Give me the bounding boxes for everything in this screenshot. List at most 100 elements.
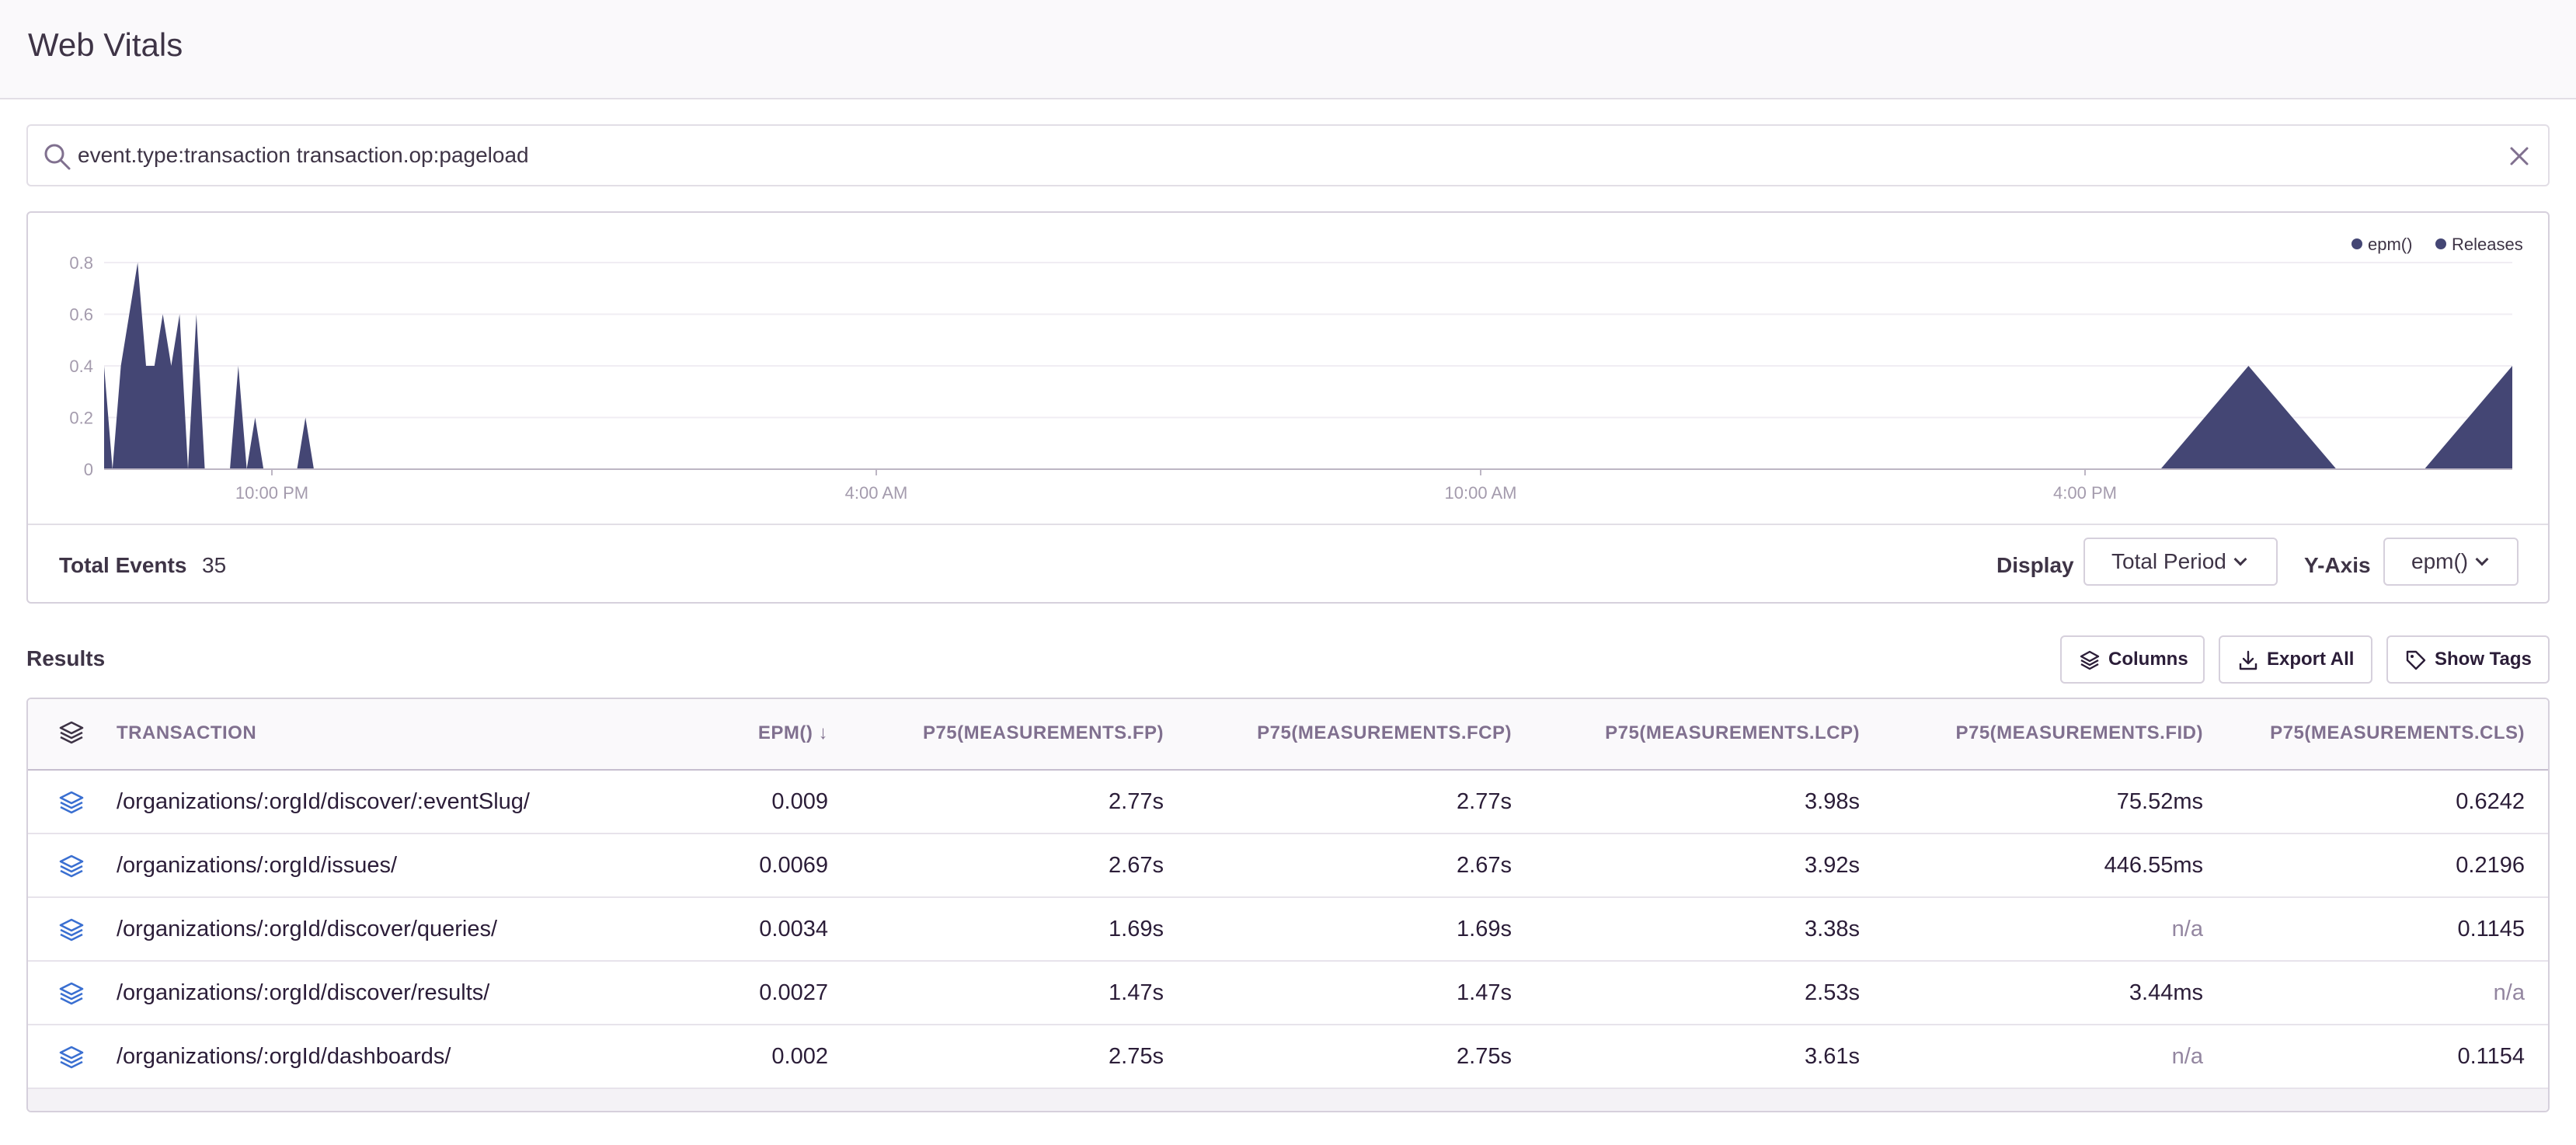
layers-icon [2080,650,2100,670]
table-row: /organizations/:orgId/discover/results/0… [28,962,2548,1025]
column-header-lcp[interactable]: P75(MEASUREMENTS.LCP) [1605,722,1860,743]
y-tick-label: 0 [84,460,93,479]
x-tick-label: 10:00 PM [235,483,308,503]
chevron-down-icon [2233,552,2247,566]
y-tick-label: 0.4 [69,357,93,376]
tag-icon [2406,650,2426,670]
cell-fcp: 2.77s [1457,789,1512,814]
show-tags-button[interactable]: Show Tags [2386,635,2550,684]
cell-transaction[interactable]: /organizations/:orgId/discover/results/ [117,980,490,1005]
layers-icon[interactable] [57,980,85,1008]
cell-fp: 2.75s [1109,1044,1164,1069]
y-tick-label: 0.8 [69,253,93,273]
cell-cls: n/a [2493,980,2525,1005]
table-footer [28,1089,2548,1111]
cell-fid: 446.55ms [2104,853,2203,878]
cell-epm: 0.0069 [759,853,828,878]
export-all-button[interactable]: Export All [2219,635,2372,684]
cell-lcp: 3.61s [1805,1044,1860,1069]
cell-transaction[interactable]: /organizations/:orgId/discover/queries/ [117,917,498,941]
cell-cls: 0.2196 [2456,853,2525,878]
cell-lcp: 3.38s [1805,917,1860,941]
cell-lcp: 3.98s [1805,789,1860,814]
cell-fid: 3.44ms [2129,980,2203,1005]
table-header: TRANSACTION EPM() ↓ P75(MEASUREMENTS.FP)… [28,699,2548,771]
cell-fp: 1.69s [1109,917,1164,941]
cell-fcp: 1.69s [1457,917,1512,941]
yaxis-label: Y-Axis [2304,553,2371,577]
x-tick-label: 4:00 PM [2053,483,2117,503]
column-header-fp[interactable]: P75(MEASUREMENTS.FP) [922,722,1164,743]
total-events-value: 35 [202,553,227,577]
column-header-fcp[interactable]: P75(MEASUREMENTS.FCP) [1257,722,1512,743]
display-value: Total Period [2111,549,2226,573]
cell-epm: 0.009 [771,789,828,814]
epm-area [104,263,2512,469]
columns-button[interactable]: Columns [2060,635,2205,684]
column-header-cls[interactable]: P75(MEASUREMENTS.CLS) [2270,722,2525,743]
search-input[interactable]: event.type:transaction transaction.op:pa… [78,143,529,167]
cell-cls: 0.6242 [2456,789,2525,814]
chart-footer: Total Events 35 Display Total Period Y-A… [28,524,2548,604]
y-tick-label: 0.2 [69,409,93,428]
close-icon[interactable] [2505,141,2534,171]
cell-transaction[interactable]: /organizations/:orgId/dashboards/ [117,1044,451,1069]
table-row: /organizations/:orgId/discover/:eventSlu… [28,771,2548,834]
cell-fcp: 1.47s [1457,980,1512,1005]
cell-lcp: 2.53s [1805,980,1860,1005]
epm-chart: 0.8 0.6 0.4 0.2 0 10:00 PM 4:00 AM 10:00 AM 4:0… [69,235,2523,503]
page-title: Web Vitals [28,26,183,63]
legend-releases: Releases [2452,235,2523,254]
cell-cls: 0.1145 [2457,917,2525,941]
chart-panel: 0.8 0.6 0.4 0.2 0 10:00 PM 4:00 AM 10:00 AM 4:0… [26,211,2550,604]
search-icon [44,144,71,170]
results-title: Results [26,646,106,670]
layers-icon[interactable] [57,853,85,881]
y-tick-label: 0.6 [69,305,93,325]
column-header-fid[interactable]: P75(MEASUREMENTS.FID) [1955,722,2203,743]
chevron-down-icon [2475,552,2489,566]
cell-epm: 0.002 [771,1044,828,1069]
x-tick-label: 4:00 AM [845,483,908,503]
cell-epm: 0.0027 [759,980,828,1005]
export-all-label: Export All [2267,649,2355,670]
cell-fcp: 2.67s [1457,853,1512,878]
cell-fid: n/a [2171,1044,2203,1069]
columns-label: Columns [2108,649,2188,670]
show-tags-label: Show Tags [2435,649,2532,670]
cell-transaction[interactable]: /organizations/:orgId/discover/:eventSlu… [117,789,530,814]
display-label: Display [1996,553,2074,577]
page-header: Web Vitals [0,0,2576,99]
legend-dot-releases [2435,238,2446,249]
cell-fp: 2.77s [1109,789,1164,814]
download-icon [2239,650,2257,670]
column-header-epm[interactable]: EPM() ↓ [757,722,828,743]
legend-dot-epm [2351,238,2362,249]
yaxis-dropdown[interactable]: epm() [2383,538,2519,586]
column-header-transaction[interactable]: TRANSACTION [117,722,257,743]
cell-cls: 0.1154 [2457,1044,2525,1069]
layers-icon[interactable] [57,789,85,817]
cell-transaction[interactable]: /organizations/:orgId/issues/ [117,853,398,878]
cell-fp: 2.67s [1109,853,1164,878]
cell-fp: 1.47s [1109,980,1164,1005]
legend: epm() Releases [2351,235,2523,254]
table-row: /organizations/:orgId/discover/queries/0… [28,898,2548,962]
layers-icon[interactable] [57,719,85,747]
cell-fid: 75.52ms [2116,789,2203,814]
layers-icon[interactable] [57,1044,85,1072]
cell-epm: 0.0034 [759,917,828,941]
table-row: /organizations/:orgId/issues/0.0069 2.67s… [28,834,2548,898]
cell-lcp: 3.92s [1805,853,1860,878]
table-row: /organizations/:orgId/dashboards/0.002 2.… [28,1025,2548,1089]
legend-epm: epm() [2368,235,2412,254]
display-dropdown[interactable]: Total Period [2083,538,2278,586]
cell-fid: n/a [2171,917,2203,941]
search-bar[interactable]: event.type:transaction transaction.op:pa… [26,124,2550,186]
total-events-label: Total Events [59,553,187,577]
yaxis-value: epm() [2411,549,2469,573]
cell-fcp: 2.75s [1457,1044,1512,1069]
layers-icon[interactable] [57,917,85,945]
x-tick-label: 10:00 AM [1445,483,1517,503]
results-table: TRANSACTION EPM() ↓ P75(MEASUREMENTS.FP)… [26,698,2550,1112]
